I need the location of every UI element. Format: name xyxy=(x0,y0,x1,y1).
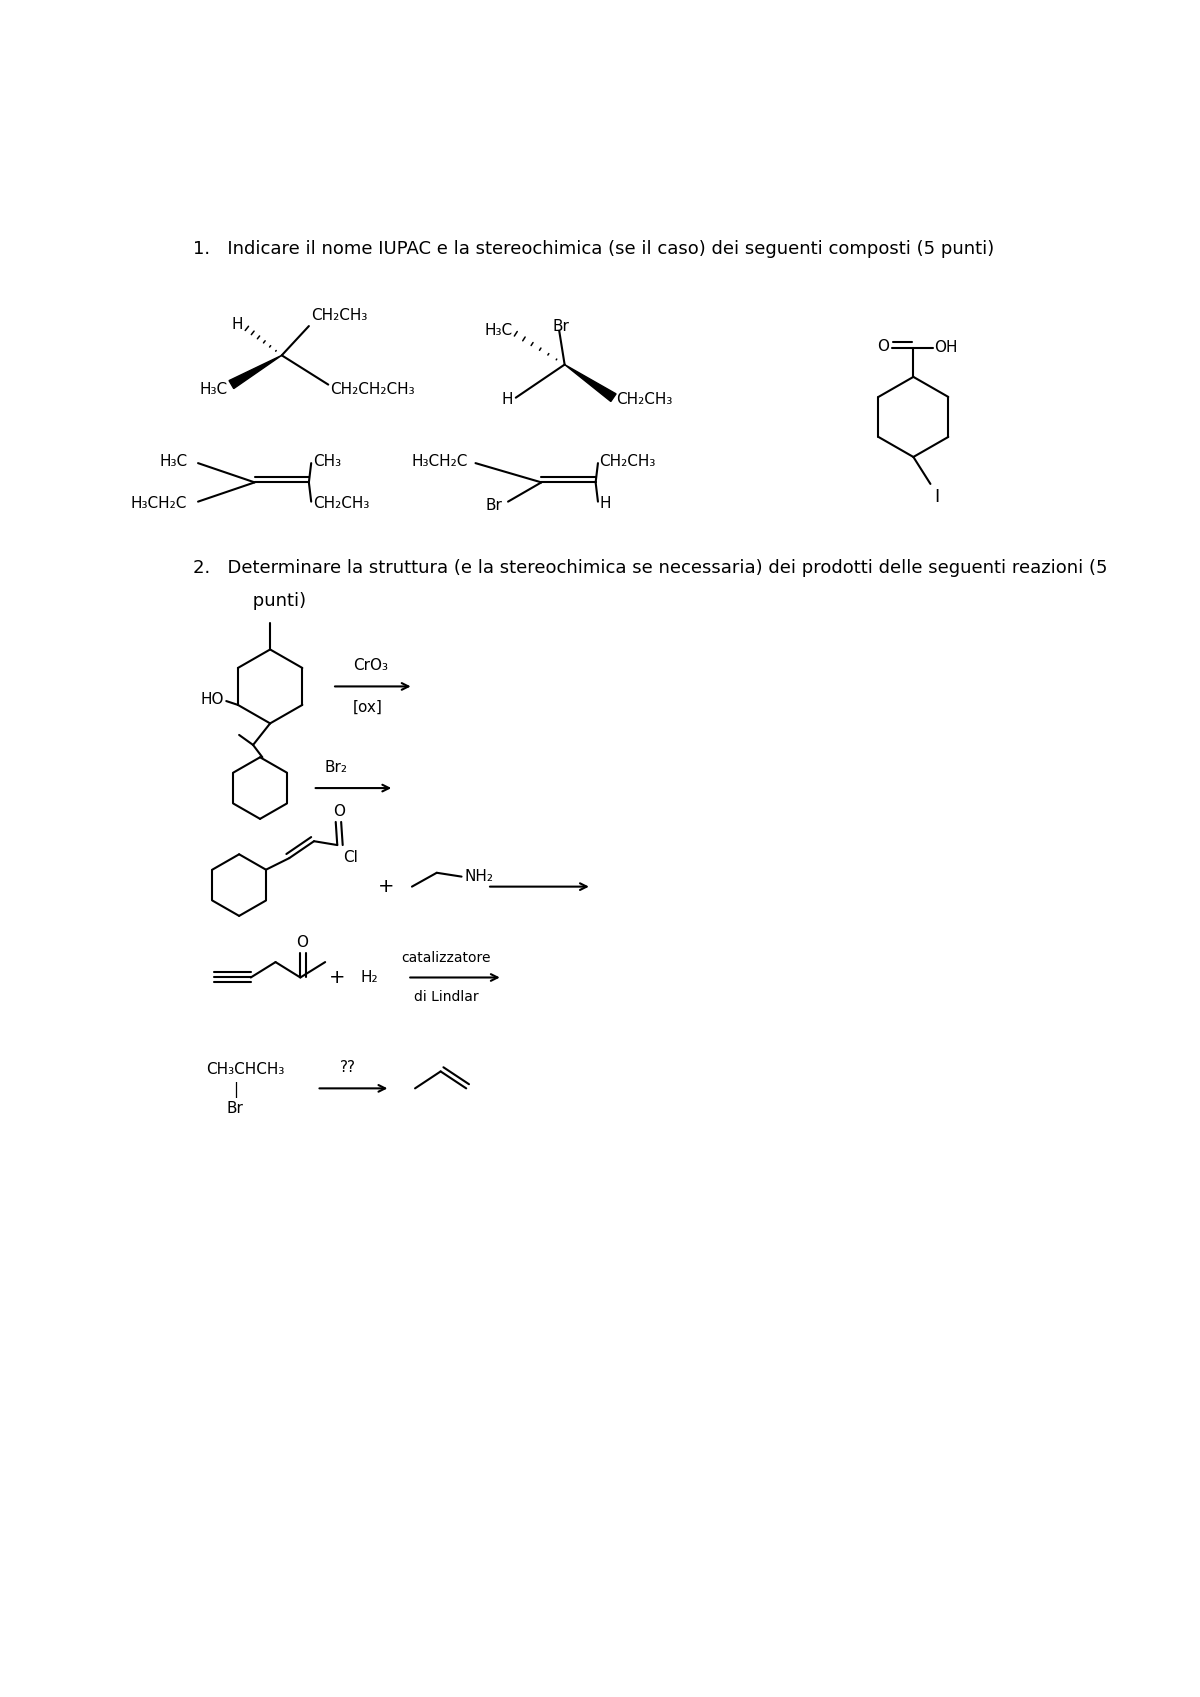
Text: H₃C: H₃C xyxy=(160,455,187,468)
Polygon shape xyxy=(565,365,616,402)
Text: |: | xyxy=(233,1083,238,1098)
Text: H₃CH₂C: H₃CH₂C xyxy=(412,455,468,468)
Text: CH₃: CH₃ xyxy=(313,455,341,468)
Text: ??: ?? xyxy=(340,1061,355,1076)
Text: H₃C: H₃C xyxy=(199,382,228,397)
Text: +: + xyxy=(329,967,346,988)
Text: H₃CH₂C: H₃CH₂C xyxy=(131,496,187,511)
Text: Br: Br xyxy=(227,1101,244,1117)
Text: CH₃CHCH₃: CH₃CHCH₃ xyxy=(206,1062,284,1078)
Text: punti): punti) xyxy=(223,592,306,609)
Text: HO: HO xyxy=(200,692,224,708)
Text: O: O xyxy=(877,339,889,353)
Text: 2.   Determinare la struttura (e la stereochimica se necessaria) dei prodotti de: 2. Determinare la struttura (e la stereo… xyxy=(193,560,1108,577)
Text: H₂: H₂ xyxy=(361,971,378,984)
Polygon shape xyxy=(229,355,282,389)
Text: Br: Br xyxy=(553,319,570,334)
Text: H: H xyxy=(502,392,512,407)
Text: Br₂: Br₂ xyxy=(324,760,347,776)
Text: OH: OH xyxy=(935,339,958,355)
Text: CH₂CH₃: CH₂CH₃ xyxy=(311,307,367,322)
Text: CH₂CH₂CH₃: CH₂CH₂CH₃ xyxy=(330,382,415,397)
Text: O: O xyxy=(296,935,308,950)
Text: [ox]: [ox] xyxy=(353,699,383,714)
Text: H₃C: H₃C xyxy=(485,322,512,338)
Text: H: H xyxy=(232,317,242,333)
Text: 1.   Indicare il nome IUPAC e la stereochimica (se il caso) dei seguenti compost: 1. Indicare il nome IUPAC e la stereochi… xyxy=(193,239,994,258)
Text: Cl: Cl xyxy=(343,850,359,865)
Text: NH₂: NH₂ xyxy=(464,869,493,884)
Text: I: I xyxy=(935,487,940,506)
Text: CrO₃: CrO₃ xyxy=(353,658,388,674)
Text: H: H xyxy=(600,496,611,511)
Text: di Lindlar: di Lindlar xyxy=(414,989,479,1005)
Text: O: O xyxy=(332,804,344,820)
Text: CH₂CH₃: CH₂CH₃ xyxy=(600,455,656,468)
Text: Br: Br xyxy=(486,497,503,512)
Text: CH₂CH₃: CH₂CH₃ xyxy=(617,392,673,407)
Text: catalizzatore: catalizzatore xyxy=(401,952,491,966)
Text: +: + xyxy=(378,877,395,896)
Text: CH₂CH₃: CH₂CH₃ xyxy=(313,496,370,511)
